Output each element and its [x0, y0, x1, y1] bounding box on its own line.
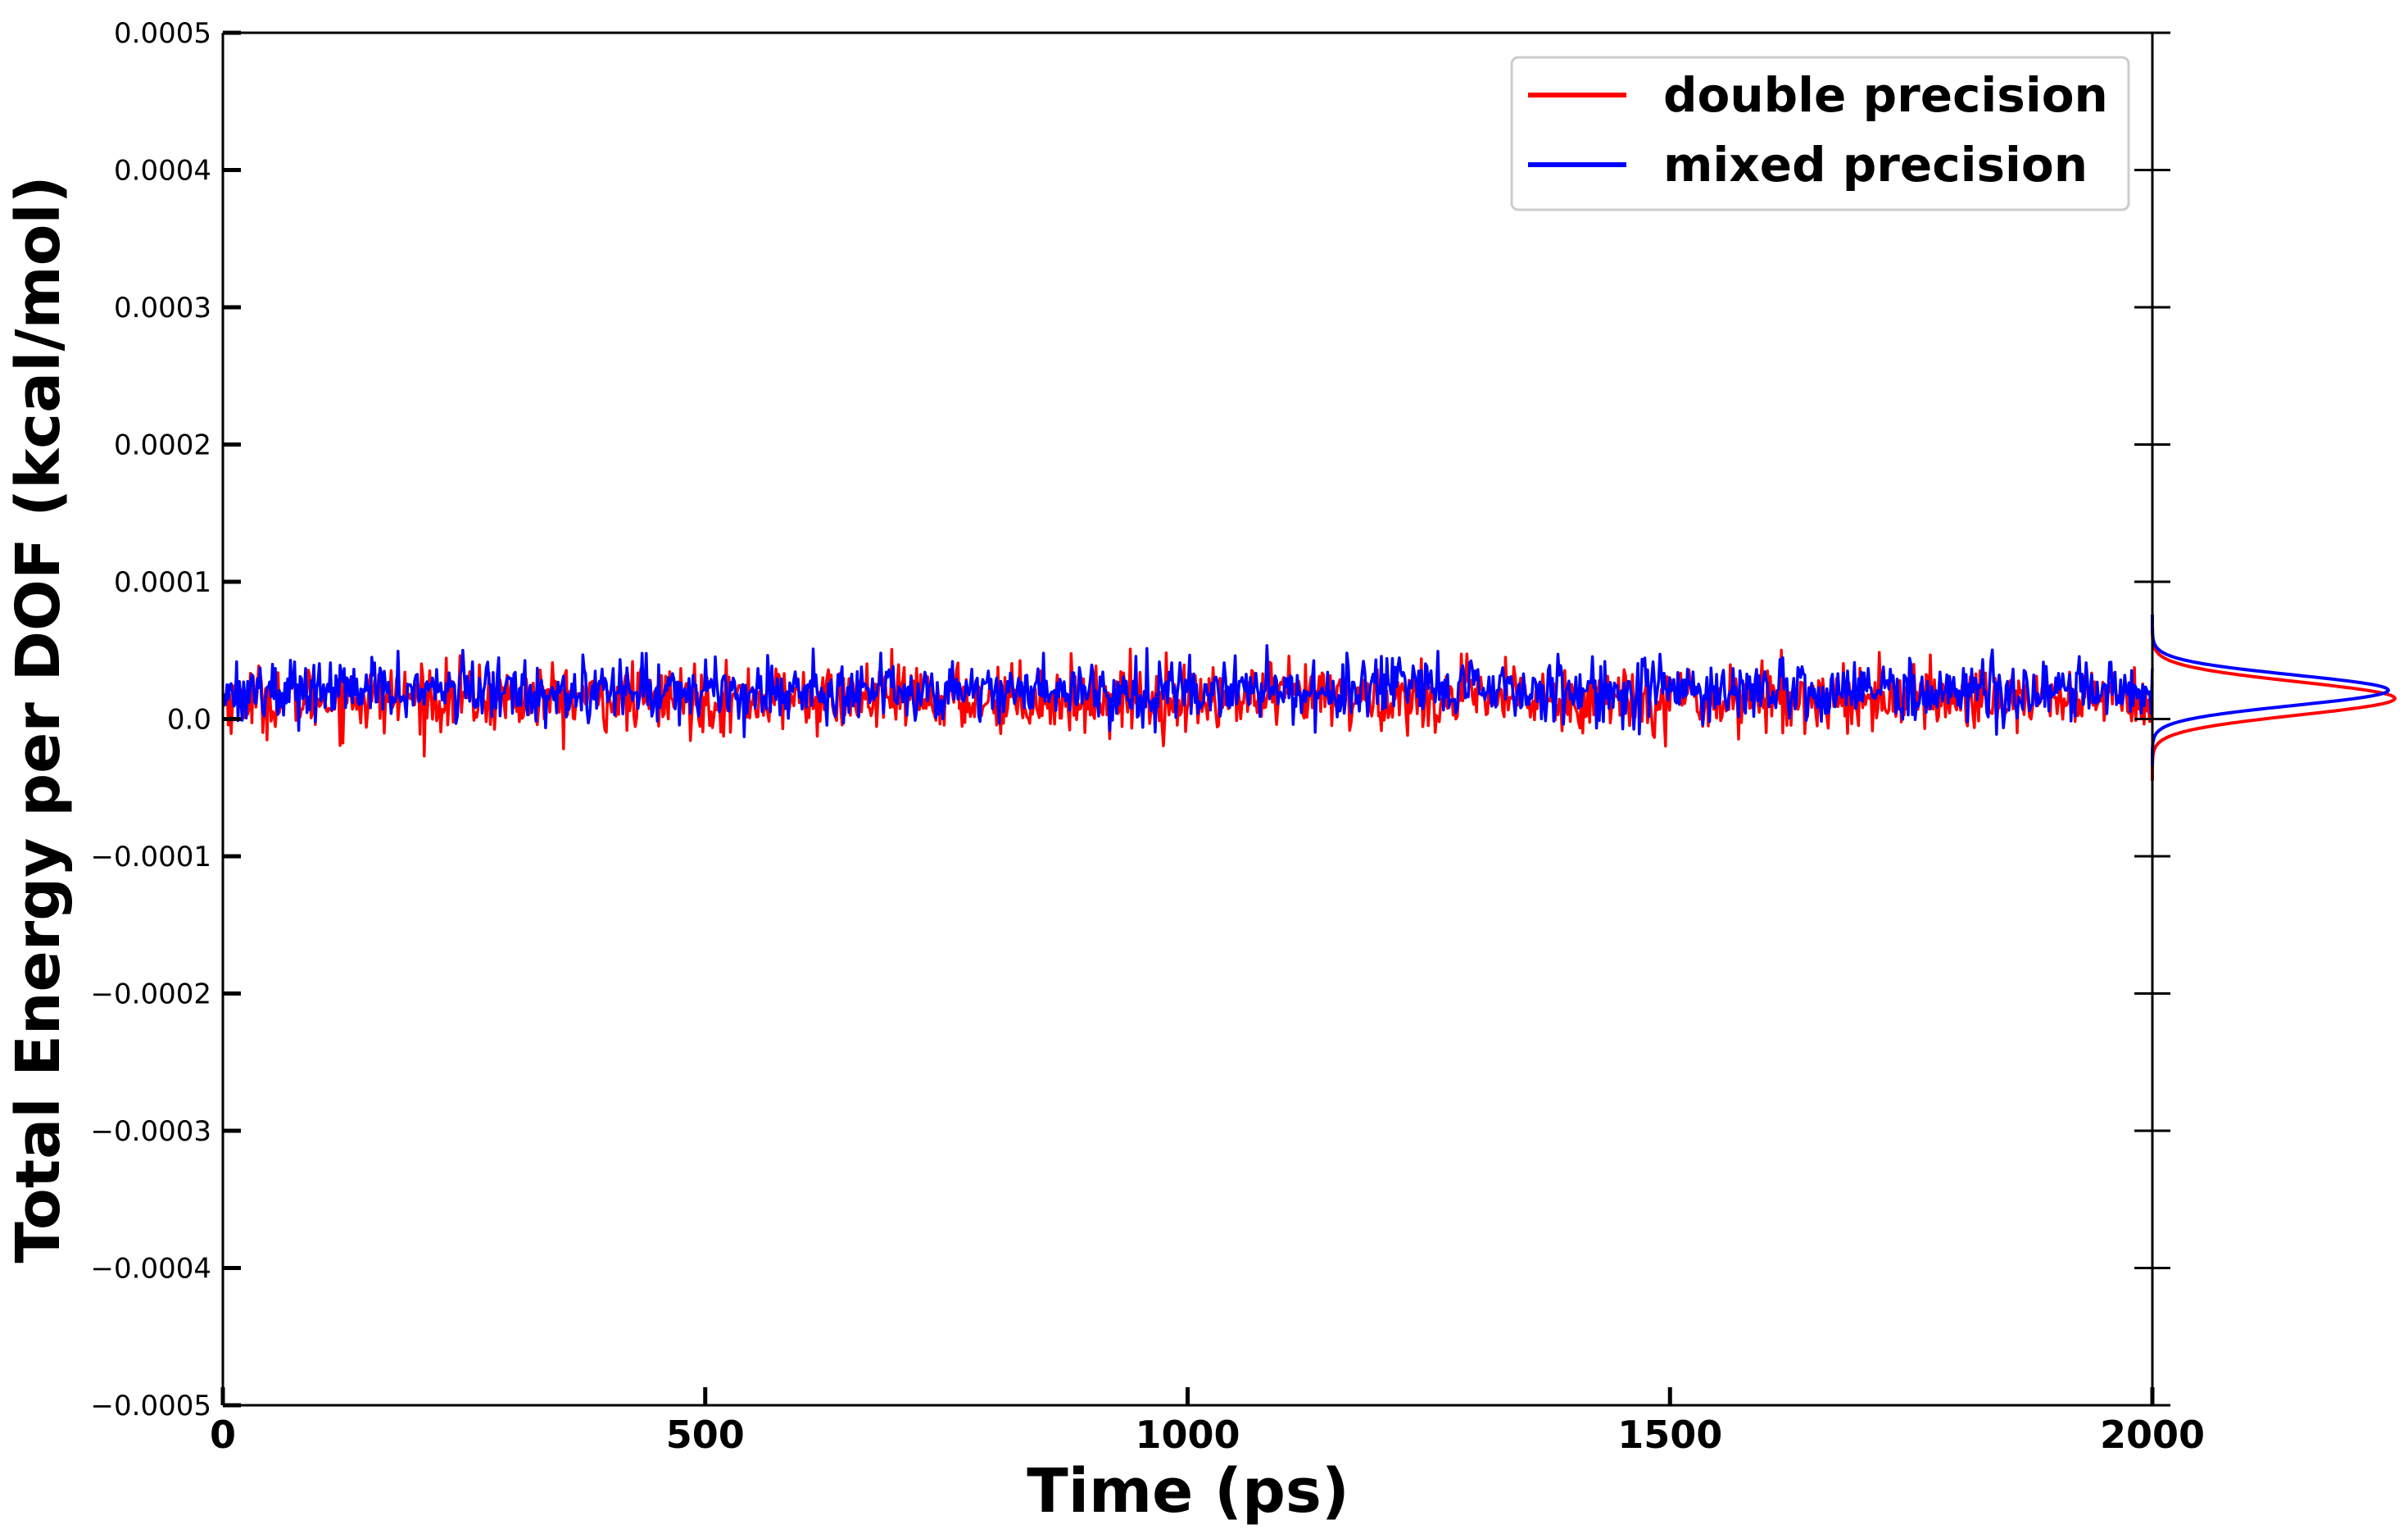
y-tick-label: −0.0001 — [91, 841, 211, 873]
x-tick-label: 2000 — [2100, 1413, 2205, 1457]
x-tick-label: 1000 — [1135, 1413, 1240, 1457]
x-axis-ticks: 0 500 1000 1500 2000 — [210, 1387, 2205, 1457]
x-tick-label: 500 — [666, 1413, 745, 1457]
y-tick-label: −0.0003 — [91, 1115, 211, 1148]
y-axis-title: Total Energy per DOF (kcal/mol) — [3, 175, 74, 1263]
y-tick-label: 0.0003 — [114, 292, 211, 324]
legend: double precision mixed precision — [1510, 56, 2130, 211]
y-tick-label: −0.0002 — [91, 978, 211, 1011]
y-tick-label: 0.0001 — [114, 566, 211, 599]
y-tick-label: −0.0005 — [91, 1390, 211, 1422]
series-line-mixed-precision — [221, 644, 2154, 738]
y-tick-label: 0.0 — [167, 704, 211, 737]
y-axis-ticks: 0.0005 0.0004 0.0003 0.0002 0.0001 0.0 −0.0001… — [91, 17, 2170, 1422]
x-axis-title: Time (ps) — [1027, 1456, 1349, 1527]
y-tick-label: 0.0004 — [114, 155, 211, 188]
y-tick-label: −0.0004 — [91, 1253, 211, 1286]
y-tick-label: 0.0002 — [114, 429, 211, 462]
series-layer — [221, 644, 2154, 758]
x-tick-label: 0 — [210, 1413, 236, 1457]
x-tick-label: 1500 — [1617, 1413, 1722, 1457]
legend-box — [1510, 56, 2130, 211]
y-tick-label: 0.0005 — [114, 17, 211, 50]
legend-label-mixed-precision: mixed precision — [1663, 137, 2088, 193]
legend-label-double-precision: double precision — [1663, 67, 2108, 123]
